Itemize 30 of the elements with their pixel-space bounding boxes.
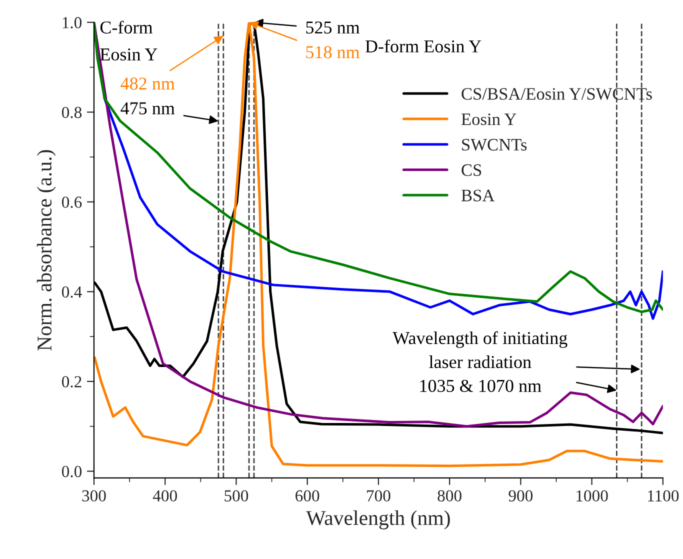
x-tick-label: 700 bbox=[367, 490, 390, 502]
y-tick-label: 0.4 bbox=[62, 286, 82, 298]
x-tick-label: 300 bbox=[82, 490, 106, 502]
legend-label: CS bbox=[462, 164, 482, 176]
y-tick-label: 0.0 bbox=[62, 466, 82, 478]
x-tick-label: 600 bbox=[296, 490, 320, 502]
x-tick-label: 1100 bbox=[648, 490, 679, 502]
annotation: 525 nm bbox=[306, 21, 360, 34]
legend-label: CS/BSA/Eosin Y/SWCNTs bbox=[462, 88, 652, 100]
annotation: 475 nm bbox=[120, 102, 175, 114]
x-tick-label: 400 bbox=[152, 490, 177, 502]
annotation: Wavelength of initiating laser radiation 1035 & 1070 nm bbox=[392, 331, 568, 392]
x-tick-label: 500 bbox=[224, 490, 248, 502]
y-tick-label: 0.6 bbox=[62, 196, 82, 208]
annotation: Eosin Y bbox=[100, 48, 158, 61]
y-axis-title: Norm. absorbance (a.u.) bbox=[36, 150, 56, 350]
y-tick-label: 1.0 bbox=[62, 17, 82, 28]
y-tick-label: 0.2 bbox=[62, 376, 82, 388]
x-tick-label: 800 bbox=[438, 490, 462, 502]
x-tick-label: 900 bbox=[508, 490, 533, 502]
x-tick-label: 1000 bbox=[576, 490, 608, 502]
legend-label: Eosin Y bbox=[461, 114, 516, 126]
x-axis-title: Wavelength (nm) bbox=[306, 510, 450, 530]
annotation: C-form bbox=[100, 20, 153, 34]
annotation: D-form Eosin Y bbox=[365, 40, 482, 52]
annotation: 518 nm bbox=[306, 46, 360, 58]
annotation: 482 nm bbox=[120, 78, 175, 90]
legend-label: SWCNTs bbox=[462, 138, 527, 151]
y-tick-label: 0.8 bbox=[62, 106, 82, 118]
legend-label: BSA bbox=[461, 190, 495, 202]
